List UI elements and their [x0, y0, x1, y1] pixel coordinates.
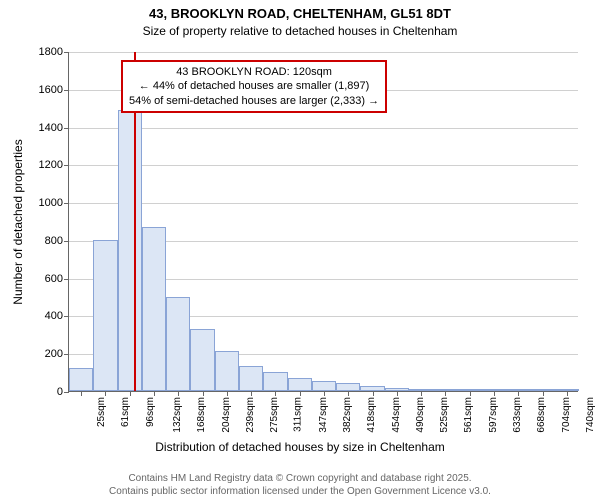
x-tick-mark — [130, 391, 131, 396]
histogram-bar — [93, 240, 117, 391]
x-tick-mark — [203, 391, 204, 396]
x-tick-mark — [178, 391, 179, 396]
y-tick-label: 1200 — [39, 159, 69, 171]
title-line-1: 43, BROOKLYN ROAD, CHELTENHAM, GL51 8DT — [0, 6, 600, 21]
histogram-bar — [142, 227, 166, 391]
x-tick-mark — [518, 391, 519, 396]
grid-line — [69, 165, 578, 166]
plot-area: 02004006008001000120014001600180025sqm61… — [68, 52, 578, 392]
x-tick-mark — [445, 391, 446, 396]
grid-line — [69, 128, 578, 129]
x-tick-label: 204sqm — [220, 397, 231, 433]
footer-line-2: Contains public sector information licen… — [0, 486, 600, 497]
y-tick-label: 1600 — [39, 84, 69, 96]
x-tick-mark — [348, 391, 349, 396]
histogram-bar — [336, 383, 360, 391]
histogram-bar — [288, 378, 312, 391]
x-tick-label: 418sqm — [366, 397, 377, 433]
x-tick-label: 668sqm — [536, 397, 547, 433]
x-tick-label: 704sqm — [560, 397, 571, 433]
x-tick-label: 633sqm — [512, 397, 523, 433]
x-tick-mark — [494, 391, 495, 396]
x-tick-label: 132sqm — [172, 397, 183, 433]
x-tick-mark — [543, 391, 544, 396]
histogram-bar — [118, 110, 142, 391]
histogram-bar — [312, 381, 336, 391]
x-tick-label: 311sqm — [293, 397, 304, 432]
x-tick-mark — [227, 391, 228, 396]
x-tick-mark — [567, 391, 568, 396]
footer-line-1: Contains HM Land Registry data © Crown c… — [0, 473, 600, 484]
histogram-bar — [190, 329, 214, 391]
histogram-bar — [263, 372, 287, 391]
x-tick-label: 454sqm — [390, 397, 401, 433]
y-tick-label: 600 — [45, 273, 69, 285]
chart-container: 43, BROOKLYN ROAD, CHELTENHAM, GL51 8DT … — [0, 0, 600, 500]
x-tick-mark — [105, 391, 106, 396]
x-tick-label: 561sqm — [463, 397, 474, 433]
x-tick-mark — [397, 391, 398, 396]
x-tick-label: 61sqm — [120, 397, 131, 427]
histogram-bar — [239, 366, 263, 391]
title-line-2: Size of property relative to detached ho… — [0, 24, 600, 38]
histogram-bar — [166, 297, 190, 391]
x-tick-mark — [251, 391, 252, 396]
x-tick-label: 275sqm — [269, 397, 280, 433]
x-tick-label: 96sqm — [145, 397, 156, 427]
x-tick-label: 490sqm — [415, 397, 426, 433]
x-tick-label: 25sqm — [96, 397, 107, 427]
y-tick-label: 1000 — [39, 197, 69, 209]
x-tick-mark — [275, 391, 276, 396]
y-tick-label: 800 — [45, 235, 69, 247]
callout-line-2: 54% of semi-detached houses are larger (… — [129, 94, 379, 108]
y-tick-label: 0 — [57, 386, 69, 398]
callout-line-1: ← 44% of detached houses are smaller (1,… — [129, 79, 379, 93]
x-tick-mark — [324, 391, 325, 396]
grid-line — [69, 203, 578, 204]
callout-header: 43 BROOKLYN ROAD: 120sqm — [129, 65, 379, 79]
grid-line — [69, 52, 578, 53]
x-tick-mark — [154, 391, 155, 396]
histogram-bar — [69, 368, 93, 391]
x-tick-label: 740sqm — [585, 397, 596, 433]
x-tick-label: 382sqm — [342, 397, 353, 433]
x-tick-label: 239sqm — [245, 397, 256, 433]
x-tick-label: 347sqm — [317, 397, 328, 433]
y-axis-label: Number of detached properties — [11, 139, 25, 304]
callout-box: 43 BROOKLYN ROAD: 120sqm ← 44% of detach… — [121, 60, 387, 113]
x-axis-label: Distribution of detached houses by size … — [0, 440, 600, 454]
histogram-bar — [215, 351, 239, 391]
y-tick-label: 200 — [45, 348, 69, 360]
x-tick-mark — [421, 391, 422, 396]
x-tick-label: 525sqm — [439, 397, 450, 433]
x-tick-mark — [470, 391, 471, 396]
y-tick-label: 400 — [45, 310, 69, 322]
x-tick-label: 168sqm — [196, 397, 207, 433]
x-tick-mark — [81, 391, 82, 396]
y-tick-label: 1400 — [39, 122, 69, 134]
x-tick-mark — [300, 391, 301, 396]
y-tick-label: 1800 — [39, 46, 69, 58]
x-tick-label: 597sqm — [487, 397, 498, 433]
x-tick-mark — [373, 391, 374, 396]
